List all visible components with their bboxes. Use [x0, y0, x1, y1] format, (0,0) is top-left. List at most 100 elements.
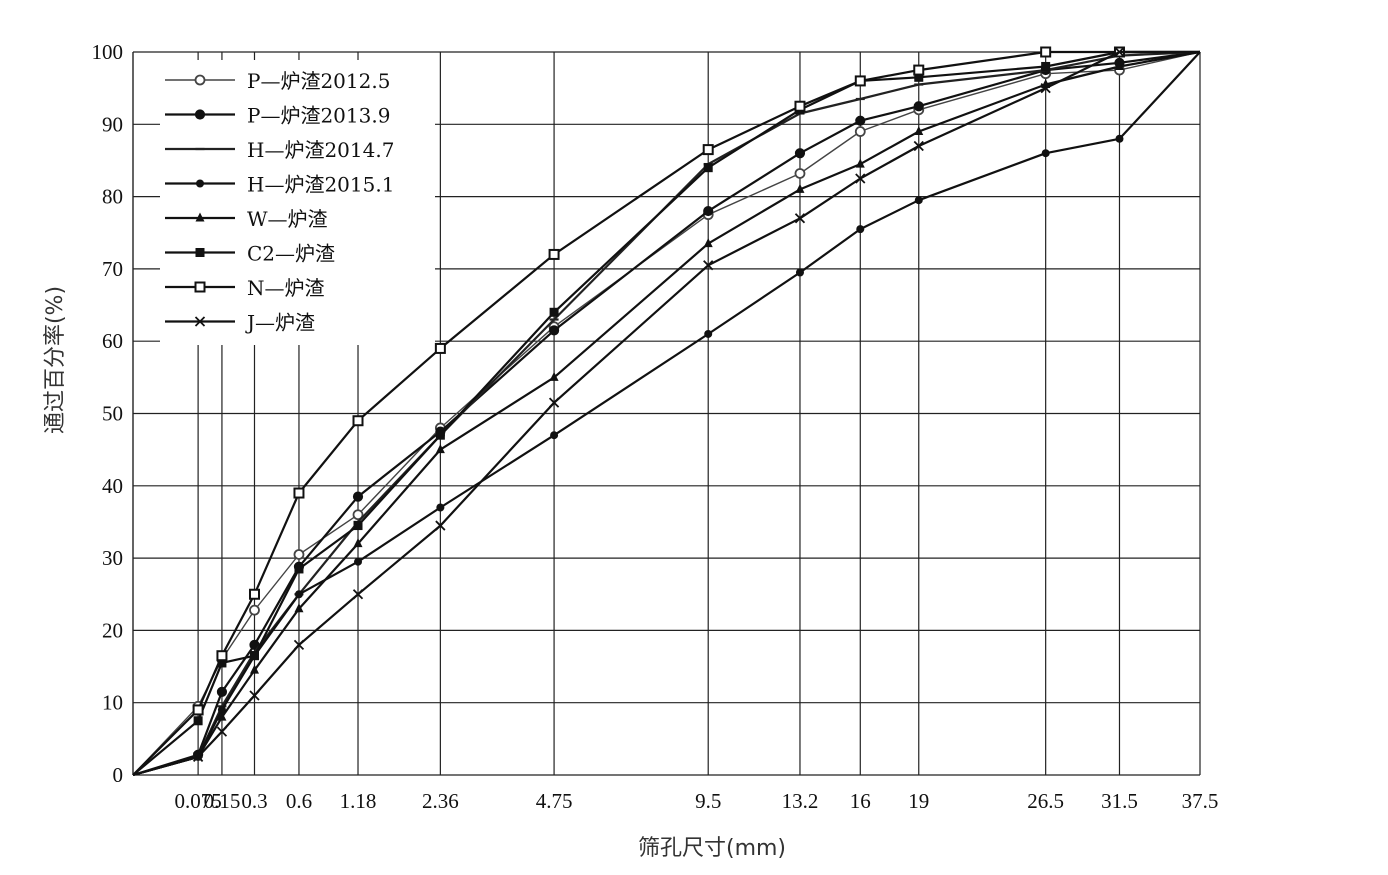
x-tick-label-16: 16 — [850, 789, 871, 813]
legend-item-6: C2—炉渣 — [165, 242, 335, 266]
series-6-point-1 — [193, 716, 203, 726]
legend-item-2: P—炉渣2013.9 — [165, 104, 390, 128]
series-8-point-9 — [794, 213, 806, 224]
series-8-point-9-b — [794, 213, 806, 224]
series-8-point-6 — [435, 520, 446, 531]
x-tick-label-13.2: 13.2 — [782, 789, 819, 813]
legend-label-7: N—炉渣 — [247, 276, 325, 300]
x-tick-label-0.075: 0.075 — [174, 789, 221, 813]
x-tick-label-4.75: 4.75 — [536, 789, 573, 813]
y-tick-label-10: 10 — [102, 691, 123, 715]
series-2-point-2 — [216, 686, 228, 697]
legend-marker-8 — [194, 316, 206, 327]
series-4-point-5 — [354, 557, 363, 566]
series-7-point-6 — [434, 342, 446, 354]
series-8-point-6-b — [435, 520, 446, 531]
x-tick-label-0.15: 0.15 — [204, 789, 241, 813]
series-8-point-2 — [216, 726, 228, 737]
legend-item-8: J—炉渣 — [165, 311, 315, 335]
series-4 — [132, 51, 1201, 777]
legend-marker-4 — [196, 179, 204, 188]
series-5-point-2 — [217, 711, 227, 721]
y-tick-label-40: 40 — [102, 474, 123, 498]
series-6-point-2 — [217, 658, 227, 668]
legend-label-5: W—炉渣 — [247, 207, 328, 231]
legend-marker-6 — [195, 248, 205, 257]
series-5-point-7 — [549, 371, 559, 381]
series-6-point-8 — [703, 163, 713, 173]
legend-label-8: J—炉渣 — [245, 311, 315, 335]
y-tick-label-100: 100 — [92, 40, 124, 64]
legend-label-1: P—炉渣2012.5 — [247, 69, 390, 93]
series-1-point-3 — [249, 604, 260, 616]
x-tick-label-0.3: 0.3 — [241, 789, 267, 813]
series-8-point-7 — [548, 397, 560, 408]
series-layer — [132, 46, 1201, 777]
y-tick-label-20: 20 — [102, 618, 123, 642]
series-5-point-3 — [249, 664, 259, 674]
series-8-point-13-b — [1114, 46, 1125, 58]
y-tick-label-90: 90 — [102, 112, 123, 136]
series-8-point-3 — [249, 690, 260, 701]
series-7-point-2 — [216, 650, 228, 662]
legend-marker-7 — [194, 281, 206, 293]
series-4-point-6 — [436, 503, 445, 512]
series-8-point-1 — [192, 751, 204, 763]
x-axis-title: 筛孔尺寸(mm) — [638, 836, 786, 861]
series-2-point-9 — [794, 148, 806, 159]
y-tick-label-70: 70 — [102, 257, 123, 281]
series-7-point-4 — [293, 487, 305, 499]
series-7-point-9 — [794, 100, 806, 112]
legend-label-6: C2—炉渣 — [247, 242, 335, 266]
series-5-point-6 — [435, 444, 445, 454]
series-7-point-3 — [248, 588, 260, 600]
legend: P—炉渣2012.5 P—炉渣2013.9 H—炉渣2014.7 H—炉渣2015.1… — [165, 69, 394, 335]
legend-label-2: P—炉渣2013.9 — [247, 104, 390, 128]
series-2-point-11 — [913, 101, 924, 112]
legend-label-3: H—炉渣2014.7 — [247, 138, 394, 162]
series-5-point-9 — [795, 183, 805, 193]
series-4-point-4 — [294, 590, 303, 599]
series-8-point-11 — [913, 140, 924, 152]
series-8-point-4-b — [293, 639, 305, 650]
series-8-point-7-b — [548, 397, 560, 408]
series-4-point-12 — [1041, 149, 1050, 158]
series-5-point-8 — [703, 238, 713, 248]
series-7-point-1 — [192, 704, 204, 716]
legend-label-4: H—炉渣2015.1 — [247, 173, 394, 197]
series-7-point-7 — [548, 248, 560, 260]
series-7-point-5 — [352, 415, 364, 427]
y-tick-label-30: 30 — [102, 546, 123, 570]
legend-marker-2 — [194, 109, 206, 120]
series-8-point-10-b — [855, 173, 866, 184]
y-tick-label-0: 0 — [113, 763, 124, 787]
y-tick-label-50: 50 — [102, 402, 123, 426]
x-tick-label-37.5: 37.5 — [1182, 789, 1219, 813]
x-tick-label-19: 19 — [908, 789, 929, 813]
legend-marker-8-b — [194, 316, 206, 327]
series-4-point-11 — [914, 196, 923, 205]
legend-item-3: H—炉渣2014.7 — [165, 138, 394, 162]
series-6-point-3 — [249, 651, 259, 661]
series-7-point-10 — [854, 75, 866, 87]
series-6-point-5 — [353, 521, 363, 531]
x-tick-label-0.6: 0.6 — [286, 789, 312, 813]
legend-marker-5 — [195, 212, 205, 222]
series-7-point-12 — [1040, 46, 1052, 58]
series-6-point-11 — [914, 72, 924, 82]
series-4-point-2 — [217, 705, 226, 714]
series-7-point-8 — [702, 144, 714, 156]
series-7-point-11 — [913, 64, 925, 76]
series-4-point-10 — [856, 225, 865, 234]
grid — [132, 51, 1201, 776]
series-8-point-5 — [352, 589, 364, 600]
y-tick-label-60: 60 — [102, 329, 123, 353]
series-6-point-6 — [435, 430, 445, 440]
series-5-point-11 — [914, 126, 924, 136]
series-8-point-8-b — [703, 260, 714, 271]
series-2-point-7 — [548, 325, 560, 336]
series-4-point-8 — [704, 329, 713, 338]
series-8-point-2-b — [216, 726, 228, 737]
